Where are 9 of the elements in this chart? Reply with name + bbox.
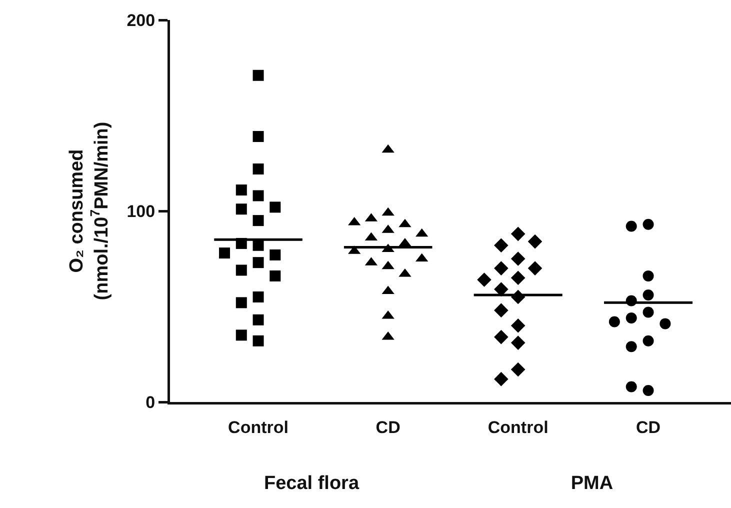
x-tick-label: Control: [488, 418, 549, 437]
x-tick-label: Control: [228, 418, 288, 437]
x-tick-label: CD: [376, 418, 400, 437]
y-tick-label: 100: [126, 202, 156, 221]
y-tick-label: 200: [126, 10, 156, 30]
x-axis-title: Fecal flora: [264, 472, 360, 494]
x-tick-label: CD: [636, 418, 661, 437]
x-axis-title: PMA: [571, 472, 614, 494]
y-tick-label: 0: [146, 392, 156, 412]
